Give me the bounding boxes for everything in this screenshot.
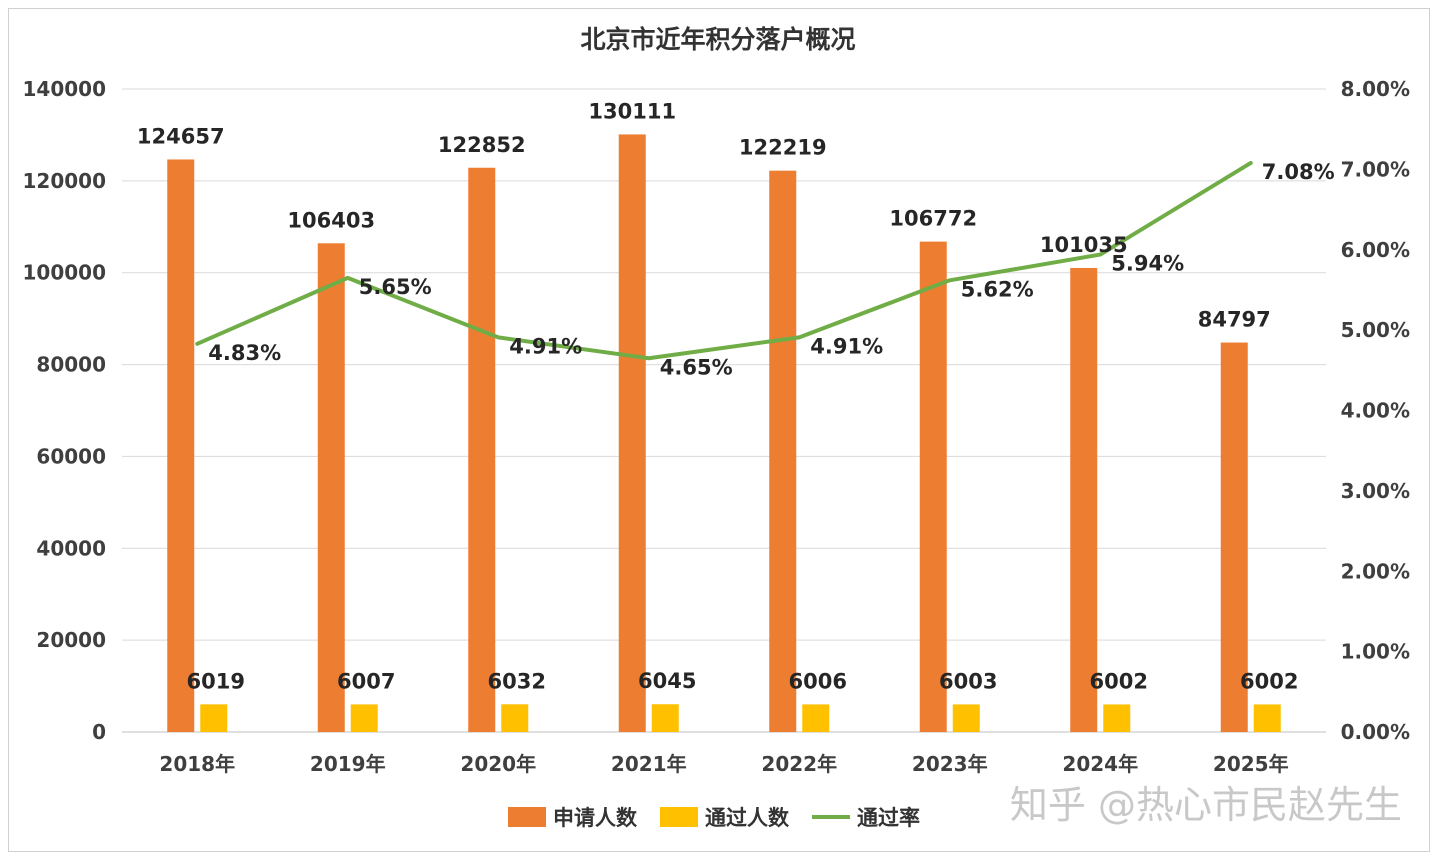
label-applicants: 84797 bbox=[1198, 308, 1271, 332]
bar-approved bbox=[1253, 704, 1281, 732]
left-tick-label: 80000 bbox=[36, 353, 106, 377]
bar-applicants bbox=[769, 170, 797, 732]
right-tick-label: 1.00% bbox=[1341, 640, 1410, 664]
left-tick-label: 100000 bbox=[23, 261, 107, 285]
x-axis-ticks: 2018年 2019年 2020年 2021年 2022年 2023年 2024年 2025年 bbox=[159, 752, 1288, 776]
label-rate: 4.83% bbox=[208, 341, 281, 365]
label-applicants: 130111 bbox=[588, 99, 676, 123]
label-approved: 6032 bbox=[488, 669, 546, 693]
label-approved: 6007 bbox=[337, 669, 395, 693]
right-tick-label: 4.00% bbox=[1341, 399, 1410, 423]
legend-label-approved: 通过人数 bbox=[705, 806, 790, 830]
bar-approved bbox=[802, 704, 830, 732]
bar-applicants bbox=[1070, 267, 1098, 732]
label-applicants: 124657 bbox=[137, 124, 225, 148]
label-applicants: 106772 bbox=[889, 207, 977, 231]
left-tick-label: 20000 bbox=[36, 628, 106, 652]
left-axis-ticks: 0 20000 40000 60000 80000 100000 120000 140000 bbox=[23, 77, 107, 744]
right-tick-label: 0.00% bbox=[1341, 720, 1410, 744]
category-label: 2022年 bbox=[761, 752, 837, 776]
chart-frame bbox=[8, 8, 1430, 852]
rate-point bbox=[1099, 254, 1101, 256]
label-approved: 6019 bbox=[187, 669, 245, 693]
legend: 申请人数 通过人数 通过率 bbox=[508, 806, 920, 830]
category-label: 2018年 bbox=[159, 752, 235, 776]
right-tick-label: 3.00% bbox=[1341, 479, 1410, 503]
watermark: 知乎 @热心市民赵先生 bbox=[1010, 783, 1402, 827]
label-applicants: 122852 bbox=[438, 133, 526, 157]
label-rate: 4.65% bbox=[660, 355, 733, 379]
legend-label-applicants: 申请人数 bbox=[553, 806, 638, 830]
bar-applicants bbox=[468, 167, 496, 733]
label-rate: 4.91% bbox=[509, 334, 582, 358]
bar-approved bbox=[501, 704, 529, 732]
legend-swatch-applicants bbox=[508, 807, 546, 827]
bars bbox=[167, 134, 1281, 733]
rate-point bbox=[949, 279, 951, 281]
bar-applicants bbox=[167, 159, 195, 732]
left-tick-label: 40000 bbox=[36, 536, 106, 560]
right-tick-label: 8.00% bbox=[1341, 77, 1410, 101]
bar-approved bbox=[350, 704, 378, 732]
rate-point bbox=[1250, 162, 1252, 164]
gridlines bbox=[122, 88, 1326, 733]
left-tick-label: 140000 bbox=[23, 77, 107, 101]
rate-line bbox=[195, 160, 1253, 361]
rate-point bbox=[196, 343, 198, 345]
right-tick-label: 7.00% bbox=[1341, 157, 1410, 181]
rate-point bbox=[497, 336, 499, 338]
chart-title: 北京市近年积分落户概况 bbox=[580, 25, 855, 54]
left-tick-label: 120000 bbox=[23, 169, 107, 193]
label-rate: 5.94% bbox=[1111, 252, 1184, 276]
data-labels: 124657 6019 106403 6007 122852 6032 130111 6045… bbox=[137, 99, 1335, 693]
label-rate: 4.91% bbox=[810, 334, 883, 358]
label-applicants: 106403 bbox=[287, 208, 375, 232]
bar-approved bbox=[651, 704, 679, 732]
label-approved: 6002 bbox=[1240, 669, 1298, 693]
category-label: 2024年 bbox=[1062, 752, 1138, 776]
label-approved: 6003 bbox=[939, 669, 997, 693]
bar-applicants bbox=[919, 241, 947, 732]
left-tick-label: 60000 bbox=[36, 444, 106, 468]
label-approved: 6045 bbox=[638, 669, 696, 693]
bar-applicants bbox=[317, 243, 345, 733]
category-label: 2020年 bbox=[460, 752, 536, 776]
bar-applicants bbox=[618, 134, 646, 732]
right-tick-label: 5.00% bbox=[1341, 318, 1410, 342]
bar-applicants bbox=[1220, 342, 1248, 732]
right-tick-label: 2.00% bbox=[1341, 559, 1410, 583]
bar-approved bbox=[1103, 704, 1131, 732]
category-label: 2023年 bbox=[912, 752, 988, 776]
right-tick-label: 6.00% bbox=[1341, 238, 1410, 262]
category-label: 2019年 bbox=[310, 752, 386, 776]
rate-point bbox=[347, 277, 349, 279]
left-tick-label: 0 bbox=[92, 720, 106, 744]
label-rate: 5.62% bbox=[961, 277, 1034, 301]
right-axis-ticks: 0.00% 1.00% 2.00% 3.00% 4.00% 5.00% 6.00% 7.00%… bbox=[1341, 77, 1410, 744]
category-label: 2025年 bbox=[1213, 752, 1289, 776]
rate-line-path bbox=[195, 160, 1253, 361]
label-approved: 6002 bbox=[1090, 669, 1148, 693]
label-rate: 5.65% bbox=[359, 275, 432, 299]
rate-point bbox=[798, 336, 800, 338]
bar-approved bbox=[952, 704, 980, 732]
legend-label-rate: 通过率 bbox=[857, 806, 920, 830]
label-applicants: 101035 bbox=[1040, 233, 1128, 257]
category-label: 2021年 bbox=[611, 752, 687, 776]
legend-swatch-approved bbox=[660, 807, 698, 827]
rate-point bbox=[648, 357, 650, 359]
label-approved: 6006 bbox=[789, 669, 847, 693]
bar-approved bbox=[200, 704, 228, 732]
label-applicants: 122219 bbox=[739, 136, 827, 160]
label-rate: 7.08% bbox=[1262, 160, 1335, 184]
